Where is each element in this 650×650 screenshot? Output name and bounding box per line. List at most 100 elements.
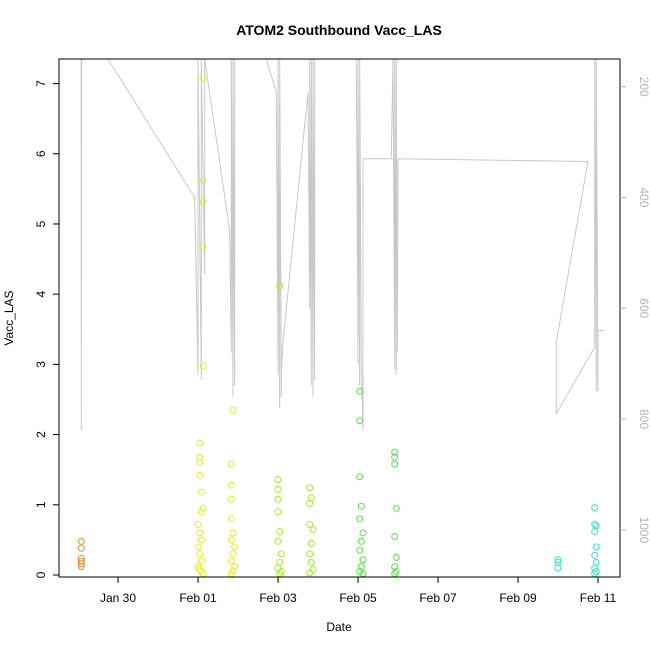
- data-point: [229, 550, 237, 558]
- data-point: [77, 537, 85, 545]
- x-axis: Jan 30 Feb 01 Feb 03 Feb 05 Feb 07 Feb 09 Feb …: [100, 577, 617, 605]
- data-point: [554, 556, 562, 564]
- data-point: [356, 387, 364, 395]
- y-tick-label: 4: [34, 291, 48, 298]
- data-point: [77, 544, 85, 552]
- data-point: [194, 543, 202, 551]
- data-point: [357, 537, 365, 545]
- y2-tick-label: 800: [637, 409, 650, 429]
- y2-tick-label: 200: [637, 77, 650, 97]
- data-point: [592, 568, 600, 575]
- y2-tick-label: 1000: [637, 517, 650, 544]
- data-point: [306, 521, 314, 528]
- data-point: [307, 539, 315, 547]
- data-point: [359, 556, 367, 564]
- x-tick-label: Feb 07: [419, 591, 457, 605]
- data-point: [392, 568, 400, 575]
- y2-tick-label: 400: [637, 187, 650, 207]
- data-point: [391, 532, 399, 540]
- data-point: [274, 485, 282, 493]
- data-point: [591, 504, 599, 512]
- data-point: [392, 553, 400, 561]
- data-point: [227, 460, 235, 468]
- data-point: [77, 563, 85, 571]
- data-point: [356, 546, 364, 554]
- y-tick-label: 5: [34, 220, 48, 227]
- data-point: [306, 550, 314, 558]
- data-point: [227, 481, 235, 489]
- data-point: [196, 439, 204, 447]
- data-point: [276, 528, 284, 535]
- x-tick-label: Feb 11: [580, 591, 617, 605]
- y-tick-label: 0: [34, 571, 48, 578]
- data-point: [591, 528, 599, 535]
- data-point: [357, 502, 365, 510]
- data-point: [391, 563, 399, 571]
- data-point: [199, 242, 207, 250]
- data-point: [307, 494, 315, 502]
- data-point: [196, 529, 204, 537]
- x-tick-label: Jan 30: [100, 591, 136, 605]
- data-point: [359, 529, 367, 537]
- data-point: [357, 563, 365, 571]
- y-tick-label: 7: [34, 80, 48, 87]
- data-point: [199, 504, 207, 512]
- data-point: [227, 515, 235, 523]
- chart-title: ATOM2 Southbound Vacc_LAS: [236, 22, 442, 38]
- plot-frame: [58, 58, 621, 578]
- data-point: [592, 558, 600, 566]
- data-point: [231, 543, 239, 551]
- data-point: [391, 453, 399, 461]
- data-point: [196, 565, 204, 573]
- data-point: [356, 417, 364, 425]
- x-tick-label: Feb 09: [499, 591, 537, 605]
- data-point: [392, 504, 400, 512]
- data-point: [197, 568, 205, 575]
- y-axis: 0 1 2 3 4 5 6 7: [34, 80, 59, 578]
- data-point: [591, 551, 599, 559]
- data-point: [197, 488, 205, 496]
- data-point: [227, 557, 235, 565]
- data-point: [196, 471, 204, 479]
- data-point: [196, 459, 204, 467]
- data-point: [306, 569, 314, 577]
- data-point: [197, 508, 205, 516]
- y2-tick-label: 600: [637, 298, 650, 318]
- data-point: [591, 521, 599, 528]
- data-point: [277, 568, 285, 575]
- depth-trace-line: [80, 58, 605, 431]
- data-point: [199, 74, 207, 82]
- data-point: [306, 499, 314, 507]
- data-point: [277, 550, 285, 558]
- y-axis-label: Vacc_LAS: [2, 290, 16, 345]
- data-point: [231, 563, 239, 571]
- data-point: [356, 473, 364, 481]
- data-point: [592, 522, 600, 530]
- data-point: [391, 448, 399, 456]
- data-point: [194, 521, 202, 528]
- data-point: [229, 529, 237, 537]
- x-tick-label: Feb 05: [339, 591, 377, 605]
- data-point: [274, 508, 282, 516]
- data-point: [274, 537, 282, 545]
- data-point: [196, 550, 204, 558]
- data-point: [199, 198, 207, 205]
- data-point: [592, 543, 600, 551]
- data-point: [274, 476, 282, 483]
- x-tick-label: Feb 01: [179, 591, 217, 605]
- data-point: [77, 560, 85, 568]
- y-tick-label: 1: [34, 501, 48, 508]
- data-point: [309, 525, 317, 533]
- data-point: [356, 515, 364, 523]
- data-point: [227, 536, 235, 544]
- data-point: [307, 558, 315, 566]
- secondary-y-axis: 200 400 600 800 1000: [620, 77, 650, 544]
- x-axis-label: Date: [326, 620, 352, 634]
- data-point: [199, 362, 207, 370]
- y-tick-label: 3: [34, 361, 48, 368]
- data-point: [197, 536, 205, 544]
- y-tick-label: 2: [34, 431, 48, 438]
- data-point: [274, 495, 282, 503]
- data-point: [229, 406, 237, 414]
